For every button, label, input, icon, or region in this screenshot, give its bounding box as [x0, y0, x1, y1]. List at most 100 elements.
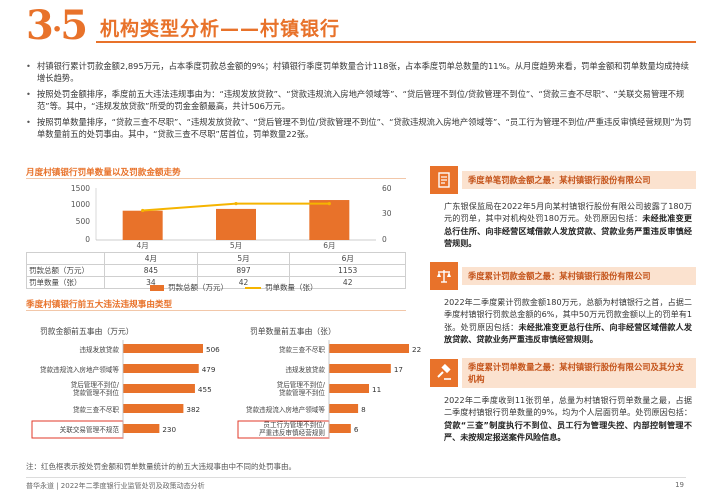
- right-axis-tick: 60: [382, 184, 392, 193]
- cause-value-label: 6: [354, 425, 359, 434]
- cause-label: 贷后管理不到位/: [277, 380, 326, 389]
- bullet-item: 按照处罚金额排序，季度前五大违法违规事由为：“违规发放贷款”、“贷款违规流入房地…: [26, 88, 694, 113]
- scales-icon: [430, 262, 458, 290]
- cause-bar: [123, 364, 199, 373]
- count-cell: 42: [289, 276, 406, 289]
- bullet-item: 按照罚单数量排序，“贷款三查不尽职”、“违规发放贷款”、“贷后管理不到位/贷款管…: [26, 116, 694, 141]
- row-label-amount: 罚款总额（万元）: [26, 264, 105, 277]
- cause-bar: [329, 364, 391, 373]
- left-axis-tick: 0: [85, 235, 90, 244]
- row-label-count: 罚单数量（张）: [26, 276, 105, 289]
- block-text: 广东银保监局在2022年5月向某村镇银行股份有限公司披露了180万元的罚单，其中…: [444, 201, 692, 248]
- table-row: 4月 5月 6月: [26, 252, 406, 265]
- causes-title-rule: [26, 310, 406, 311]
- block-text: 2022年二季度累计罚款金额180万元，总额为村镇银行之首，占据二季度村镇银行罚…: [444, 297, 692, 344]
- cause-bar: [123, 424, 160, 433]
- amount-panel-title: 罚款金额前五事由（万元）: [40, 327, 134, 336]
- legend-bar-swatch: [150, 284, 164, 291]
- highlight-block-count: 季度累计罚单数量之最：某村镇银行股份有限公司及其分支机构 2022年二季度收到1…: [430, 358, 696, 443]
- amount-cell: 1153: [289, 264, 406, 277]
- block-title: 季度累计罚款金额之最：某村镇银行股份有限公司: [462, 267, 696, 285]
- legend-count: 罚单数量（张）: [245, 282, 318, 293]
- cause-value-label: 8: [361, 405, 366, 414]
- footer-divider: [26, 477, 686, 478]
- trend-chart-title: 月度村镇银行罚单数量以及罚款金额走势: [26, 168, 181, 178]
- month-tick-label: 4月: [137, 241, 149, 250]
- cause-bar: [329, 424, 351, 433]
- cause-label: 严重违反审慎经营规则: [259, 428, 325, 437]
- section-number: 3·5: [26, 2, 88, 49]
- cause-label: 贷款管理不到位: [279, 388, 326, 397]
- month-label: 5月: [196, 252, 291, 265]
- page-title: 机构类型分析——村镇银行: [100, 18, 341, 40]
- month-tick-label: 5月: [230, 241, 242, 250]
- left-axis-tick: 1500: [71, 184, 90, 193]
- trend-chart: 1500 1000 500 0 60 30 0 4月 5月 6月: [71, 184, 392, 250]
- trend-title-rule: [26, 178, 406, 179]
- left-axis-tick: 1000: [71, 200, 90, 209]
- cause-label: 贷款违规流入房地产领域等: [246, 405, 326, 414]
- amount-cell: 845: [104, 264, 198, 277]
- cause-label: 员工行为管理不到位/: [263, 420, 325, 429]
- bullet-item: 村镇银行累计罚款金额2,895万元，占本季度罚款总金额的9%；村镇银行季度罚单数…: [26, 60, 694, 85]
- cause-label: 贷款管理不到位: [73, 388, 120, 397]
- cause-label: 贷款三查不尽职: [279, 345, 326, 354]
- left-axis-tick: 500: [76, 217, 91, 226]
- cause-label: 贷款三查不尽职: [73, 405, 120, 414]
- month-tick-label: 6月: [323, 241, 335, 250]
- footer-text: 普华永道 | 2022年二季度银行业监管处罚及政策动态分析: [26, 482, 205, 490]
- amount-cell: 897: [196, 264, 291, 277]
- trend-data-table: 4月 5月 6月 罚款总额（万元） 845 897 1153 罚单数量（张） 3…: [26, 252, 406, 289]
- cause-bar: [123, 404, 184, 413]
- trend-bar: [122, 210, 163, 240]
- legend-amount: 罚款总额（万元）: [150, 282, 228, 293]
- count-panel-title: 罚单数量前五事由（张）: [250, 327, 336, 336]
- legend-amount-label: 罚款总额（万元）: [168, 283, 228, 292]
- cause-label: 违规发放贷款: [79, 345, 119, 354]
- count-cell: 42: [196, 276, 291, 289]
- cause-label: 关联交易管理不规范: [60, 425, 120, 434]
- summary-bullets: 村镇银行累计罚款金额2,895万元，占本季度罚款总金额的9%；村镇银行季度罚单数…: [26, 60, 694, 143]
- cause-value-label: 479: [202, 365, 216, 374]
- cause-value-label: 230: [162, 425, 176, 434]
- cause-bar: [329, 404, 359, 413]
- cause-bar: [123, 384, 195, 393]
- trend-count-point: [141, 208, 145, 213]
- block-title: 季度累计罚单数量之最：某村镇银行股份有限公司及其分支机构: [462, 358, 696, 388]
- causes-title: 季度村镇银行前五大违法违规事由类型: [26, 300, 173, 310]
- cause-bar: [329, 384, 369, 393]
- trend-bar: [309, 200, 350, 240]
- page-number: 19: [675, 481, 684, 489]
- table-row: 罚款总额（万元） 845 897 1153: [26, 264, 406, 277]
- cause-value-label: 17: [394, 365, 403, 374]
- title-divider: [96, 41, 696, 43]
- right-axis-tick: 30: [382, 209, 392, 218]
- chart-note: 注：红色框表示按处罚金额和罚单数量统计的前五大违规事由中不同的处罚事由。: [26, 462, 296, 471]
- month-label: 6月: [289, 252, 406, 265]
- table-cell: [26, 252, 105, 265]
- cause-label: 贷后管理不到位/: [71, 380, 120, 389]
- trend-count-point: [234, 202, 238, 206]
- block-text: 2022年二季度收到11张罚单，总量为村镇银行罚单数量之最，占据二季度村镇银行罚…: [444, 395, 692, 442]
- gavel-icon: [430, 359, 458, 387]
- cause-label: 违规发放贷款: [285, 365, 325, 374]
- document-icon: [430, 166, 458, 194]
- legend-line-swatch: [245, 286, 261, 289]
- cause-value-label: 506: [206, 345, 220, 354]
- cause-value-label: 22: [412, 345, 421, 354]
- trend-count-point: [327, 202, 331, 206]
- cause-label: 贷款违规流入房地产领域等: [40, 365, 120, 374]
- cause-bar: [123, 344, 203, 353]
- cause-value-label: 11: [372, 385, 381, 394]
- month-label: 4月: [104, 252, 198, 265]
- right-axis-tick: 0: [382, 235, 387, 244]
- count-bar-chart: 贷款三查不尽职 22 违规发放贷款 17 贷后管理不到位/贷款管理不到位 11 贷款违规流入…: [237, 340, 421, 439]
- amount-bar-chart: 违规发放贷款 506 贷款违规流入房地产领域等 479 贷后管理不到位/贷款管理不到位 4…: [31, 340, 220, 439]
- cause-bar: [329, 344, 409, 353]
- trend-bar: [216, 208, 256, 240]
- cause-value-label: 382: [186, 405, 200, 414]
- block-title: 季度单笔罚款金额之最：某村镇银行股份有限公司: [462, 171, 696, 189]
- legend-count-label: 罚单数量（张）: [265, 283, 318, 292]
- highlight-block-amount: 季度单笔罚款金额之最：某村镇银行股份有限公司 广东银保监局在2022年5月向某村…: [430, 166, 696, 249]
